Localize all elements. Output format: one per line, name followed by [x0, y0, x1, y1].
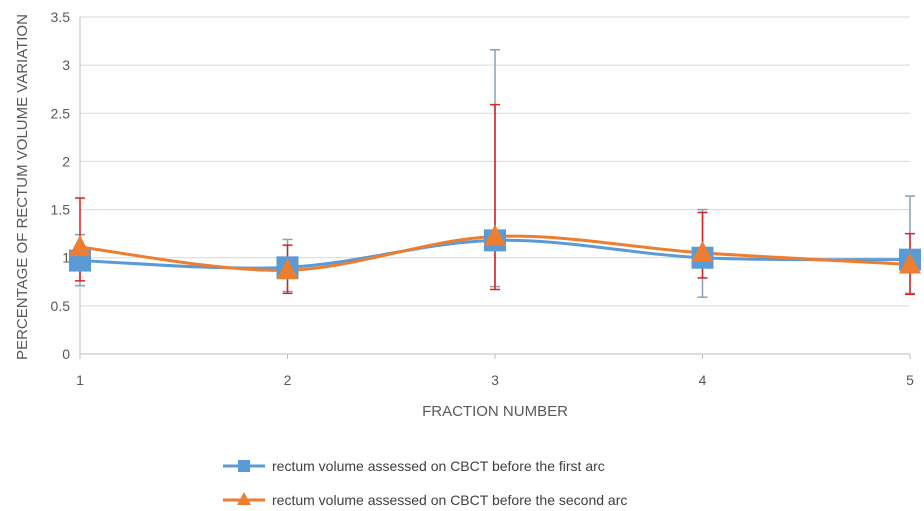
axes [79, 17, 911, 359]
data-point-second-arc [276, 258, 299, 280]
x-tick-label: 1 [76, 372, 84, 388]
data-point-second-arc [69, 235, 91, 257]
x-tick-label: 4 [699, 372, 707, 388]
data-point-second-arc [484, 224, 506, 246]
x-tick-label: 2 [284, 372, 292, 388]
legend-label-second-arc: rectum volume assessed on CBCT before th… [272, 492, 627, 508]
tick-labels: 0 0.5 1 1.5 2 2.5 3 3.5 1 2 3 4 5 [51, 9, 915, 388]
y-axis-title: PERCENTAGE OF RECTUM VOLUME VARIATION [14, 14, 31, 360]
data-point-second-arc [899, 252, 921, 274]
data-point-second-arc [691, 240, 714, 262]
y-tick-label: 1.5 [51, 202, 71, 218]
y-tick-label: 2.5 [51, 105, 71, 121]
x-tick-label: 3 [491, 372, 499, 388]
y-tick-label: 3 [62, 57, 70, 73]
x-axis-title: FRACTION NUMBER [422, 403, 568, 420]
legend-square-marker [238, 460, 250, 472]
legend: rectum volume assessed on CBCT before th… [223, 458, 627, 508]
legend-item-second-arc: rectum volume assessed on CBCT before th… [223, 492, 627, 508]
y-tick-label: 0.5 [51, 298, 71, 314]
y-tick-label: 3.5 [51, 9, 71, 25]
legend-triangle-marker [237, 492, 251, 505]
series-markers [69, 224, 921, 280]
x-tick-label: 5 [906, 372, 914, 388]
y-tick-label: 0 [62, 346, 70, 362]
y-tick-label: 2 [62, 153, 70, 169]
y-tick-label: 1 [62, 250, 70, 266]
legend-label-first-arc: rectum volume assessed on CBCT before th… [272, 458, 605, 474]
legend-item-first-arc: rectum volume assessed on CBCT before th… [223, 458, 605, 474]
